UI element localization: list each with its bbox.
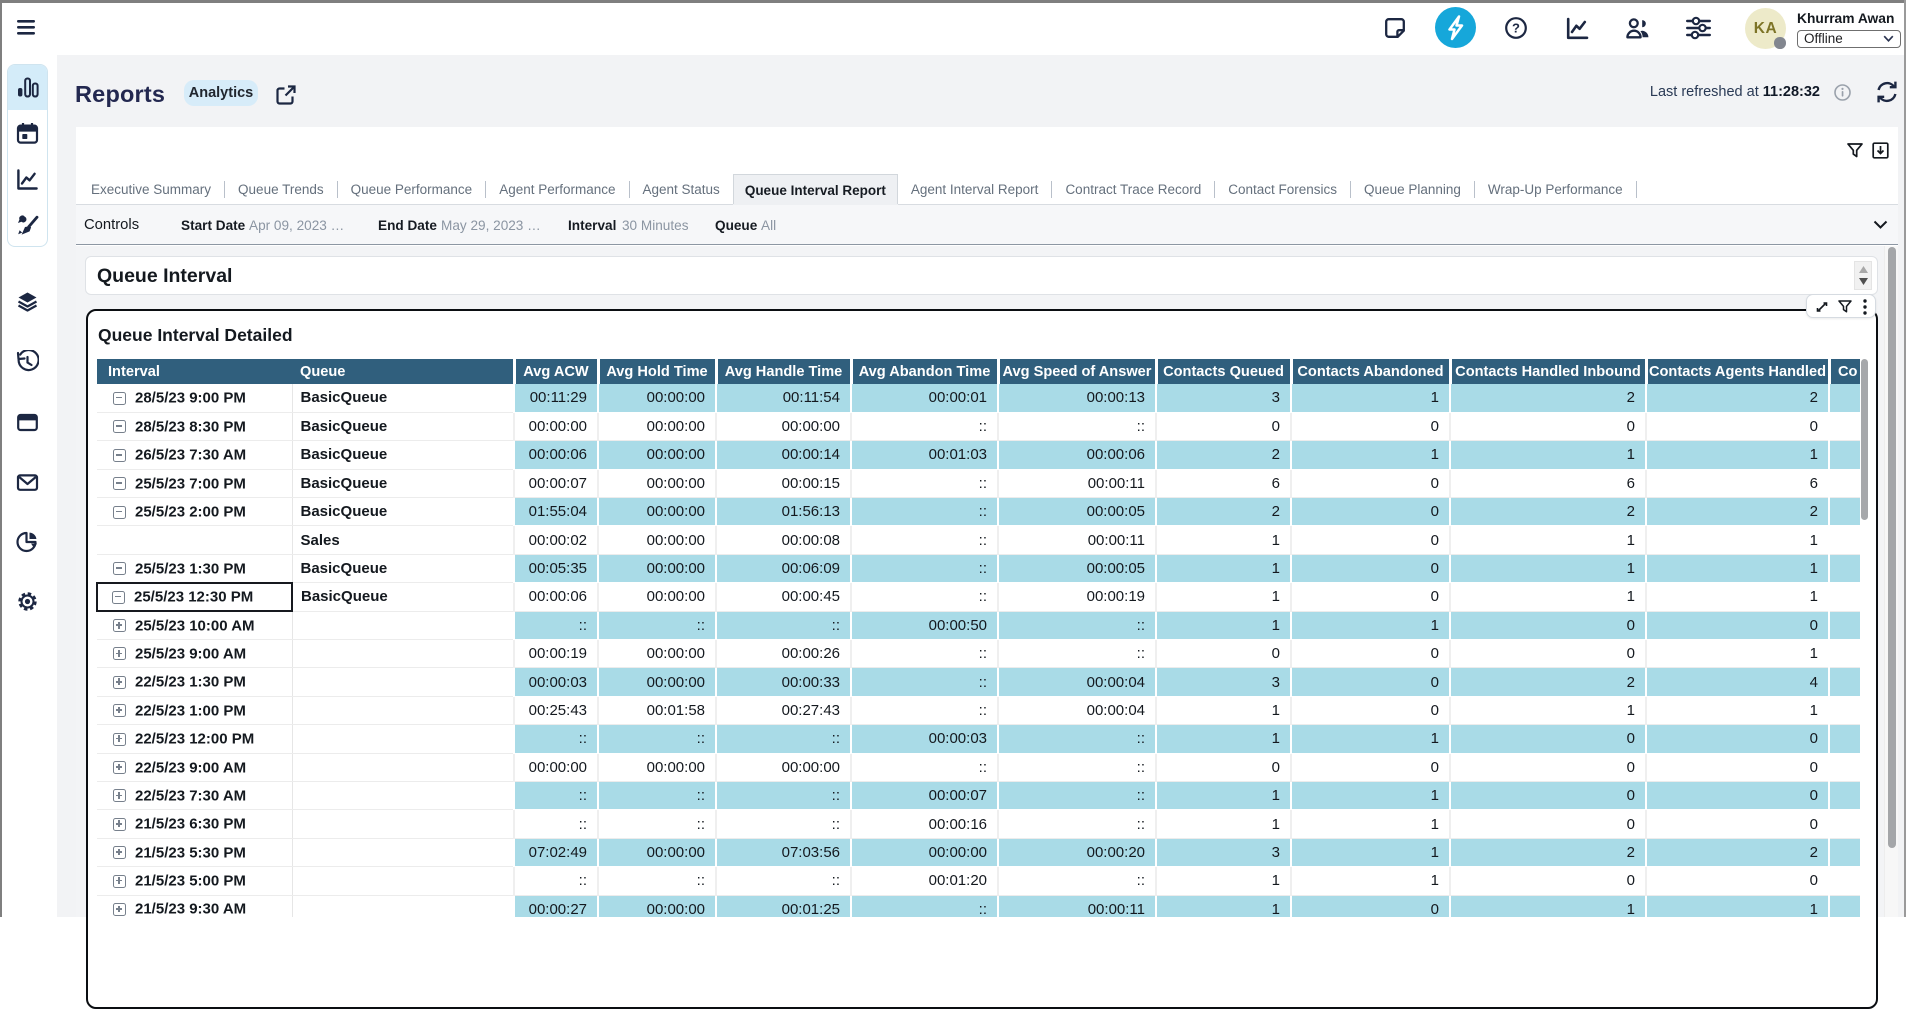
svg-text:?: ? [1512,21,1520,36]
